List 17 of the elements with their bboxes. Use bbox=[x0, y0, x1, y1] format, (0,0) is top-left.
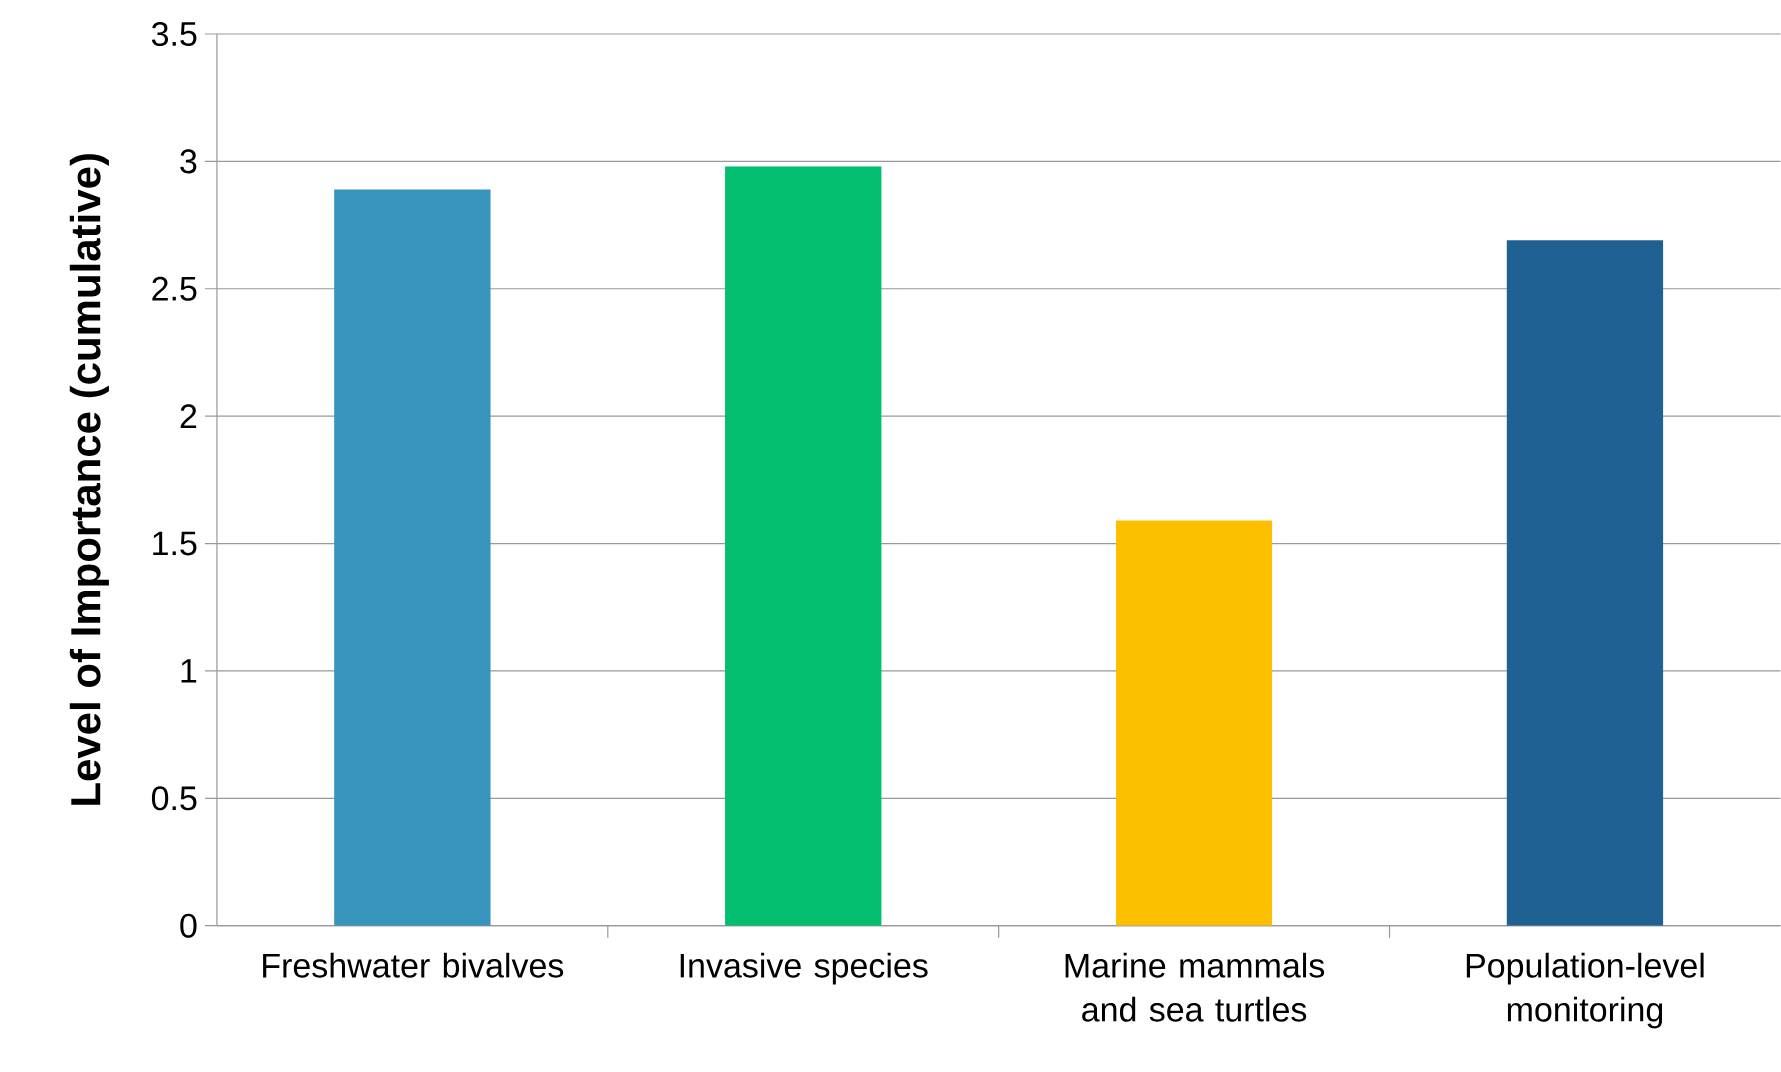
y-tick-label: 3 bbox=[180, 149, 197, 174]
bar bbox=[1115, 520, 1273, 926]
y-tick-label: 0 bbox=[180, 913, 197, 938]
bar bbox=[1506, 240, 1664, 926]
x-tick-label: Marine mammals and sea turtles bbox=[1065, 952, 1325, 1022]
y-tick-label: 0.5 bbox=[151, 786, 197, 811]
y-tick-label: 2.5 bbox=[152, 276, 197, 301]
y-axis-title: Level of Importance (cumulative) bbox=[69, 154, 109, 805]
y-tick-label: 3.5 bbox=[151, 22, 197, 47]
bar bbox=[334, 189, 491, 926]
x-tick-label: Population-level monitoring bbox=[1466, 952, 1704, 1029]
y-tick-label: 1.5 bbox=[153, 531, 197, 556]
bar bbox=[725, 166, 882, 926]
y-tick-label: 2 bbox=[180, 404, 197, 429]
x-tick-label: Invasive species bbox=[680, 952, 928, 985]
x-tick-label: Freshwater bivalves bbox=[263, 952, 564, 978]
y-tick-label: 1 bbox=[181, 659, 197, 683]
